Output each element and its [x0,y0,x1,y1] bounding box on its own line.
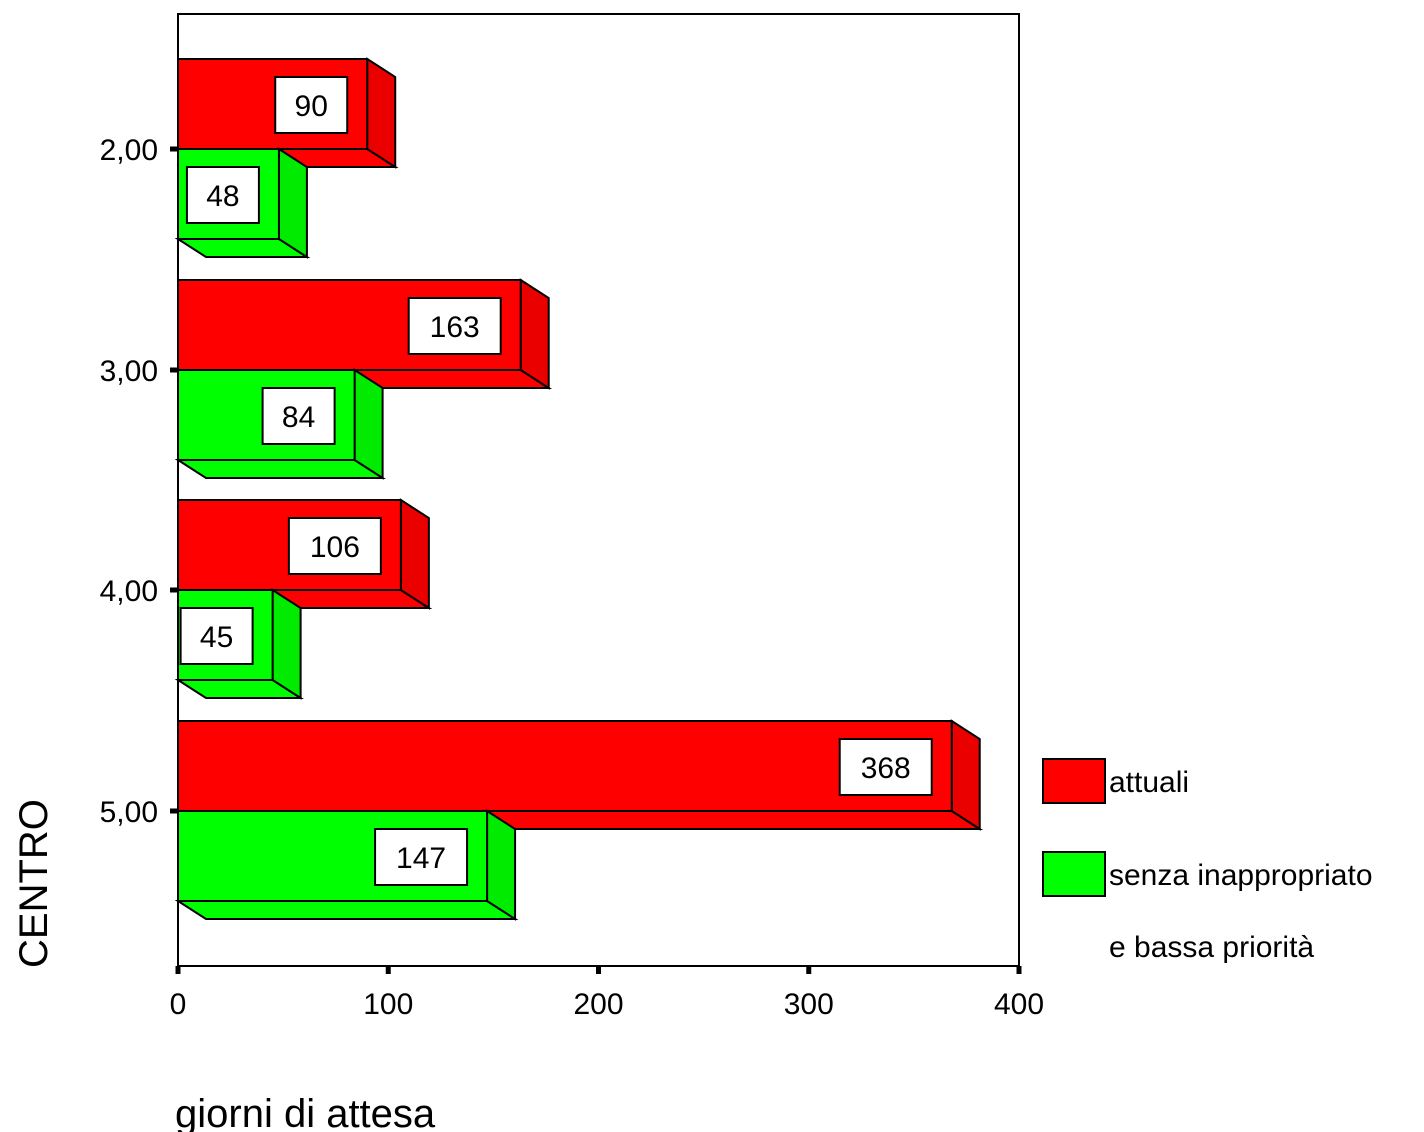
bar-side-face [277,147,308,259]
legend-swatch-attuali [1042,758,1106,804]
bar-side-face [950,719,981,831]
data-label: 45 [200,621,233,654]
data-label: 90 [295,90,328,123]
bar-senza-5: 147 [174,809,519,921]
y-tick-label: 2,00 [100,134,158,167]
data-label-box [374,828,469,886]
legend: attuali senza inappropriato e bassa priori… [1042,758,1373,964]
data-label-box [287,517,382,575]
bar-side-face [366,57,397,169]
bar-side-face [353,368,384,480]
bar-senza-4: 45 [174,588,305,700]
x-tick-label: 300 [784,988,834,1021]
data-label: 48 [206,180,239,213]
bars: 90 48 163 84 106 45 368 147 [174,57,984,921]
data-label-box [179,607,254,665]
data-label: 84 [282,401,315,434]
bar-front-face [177,720,953,812]
y-tick-label: 3,00 [100,355,158,388]
legend-swatch-senza [1042,851,1106,897]
data-label: 106 [310,531,360,564]
data-label-box [274,76,349,134]
x-axis-title: giorni di attesa [175,1092,436,1132]
bar-bottom-face [174,900,519,920]
data-label: 147 [396,842,446,875]
data-label: 163 [430,311,480,344]
y-tick-label: 4,00 [100,575,158,608]
bar-senza-3: 84 [174,368,387,480]
bar-side-face [399,498,430,610]
legend-label: e bassa priorità [1109,931,1314,964]
x-tick-label: 400 [994,988,1044,1021]
x-tick-label: 100 [363,988,413,1021]
y-tick-label: 5,00 [100,796,158,829]
data-label-box [407,297,502,355]
data-label: 368 [861,752,911,785]
y-axis-title: CENTRO [12,799,56,968]
bar-side-face [486,809,517,921]
legend-label: senza inappropriato [1109,859,1373,892]
bar-senza-2: 48 [174,147,311,259]
bar-side-face [271,588,302,700]
legend-label: attuali [1109,766,1189,799]
bar-bottom-face [174,459,387,479]
bar-attuali-2: 90 [174,57,399,169]
data-label-box [838,738,933,796]
data-label-box [261,387,336,445]
data-label-box [185,166,260,224]
x-tick-label: 200 [573,988,623,1021]
bar-side-face [519,278,550,390]
y-axis: 2,00 3,00 4,00 5,00 [100,134,178,829]
x-tick-label: 0 [170,988,187,1021]
x-axis: 0 100 200 300 400 [170,966,1044,1021]
